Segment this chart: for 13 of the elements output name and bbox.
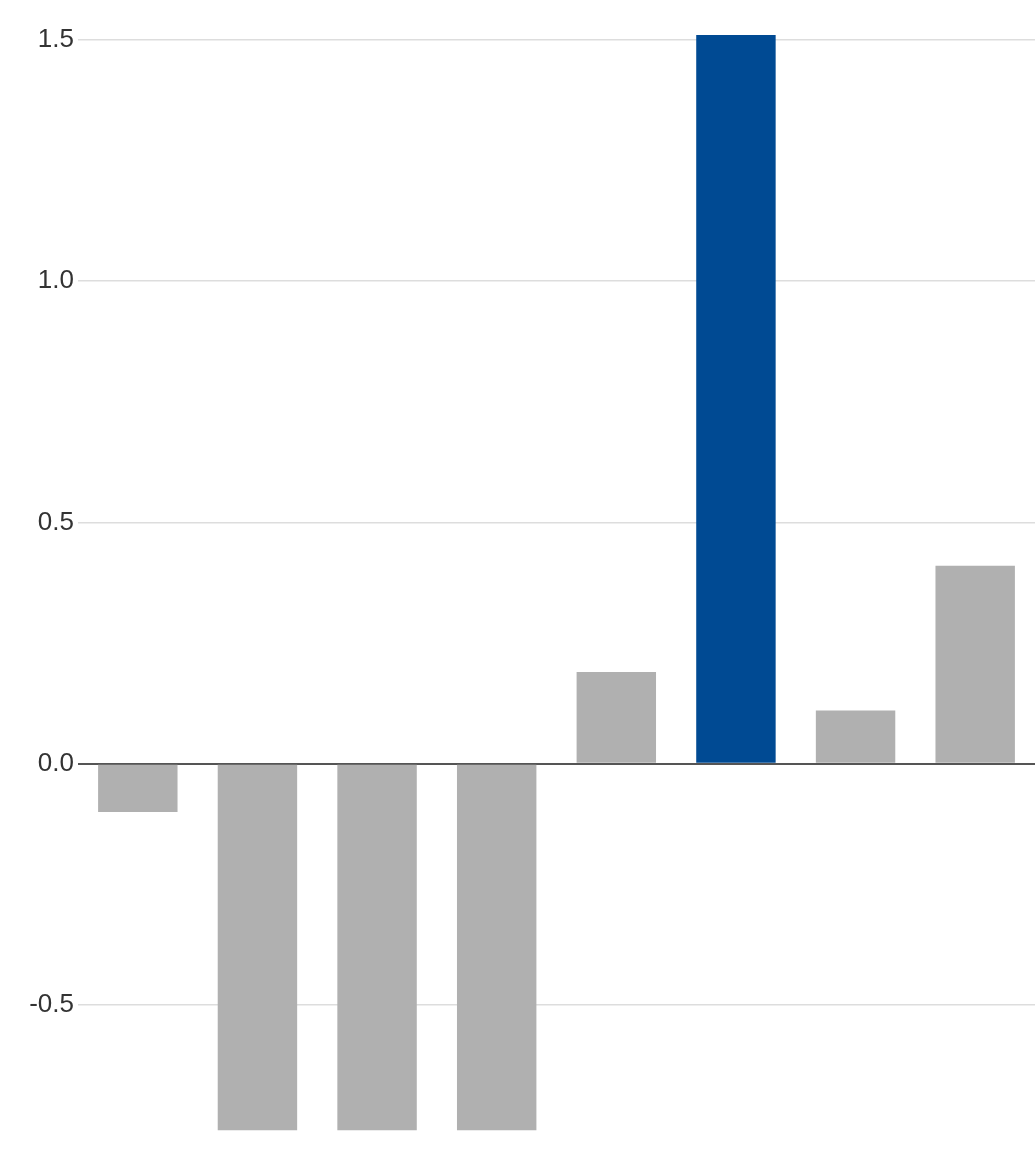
bar	[696, 35, 776, 763]
y-tick-label: -0.5	[29, 988, 74, 1019]
y-tick-label: 0.5	[37, 505, 74, 536]
y-tick-label: 1.0	[37, 264, 74, 295]
y-tick-label: 0.0	[37, 746, 74, 777]
bar	[337, 764, 417, 1131]
bar	[98, 764, 178, 812]
bar	[815, 710, 896, 763]
bar	[456, 764, 537, 1131]
bar	[217, 764, 298, 1131]
y-tick-label: 1.5	[37, 23, 74, 53]
bar	[935, 565, 1015, 763]
bar	[576, 671, 657, 763]
